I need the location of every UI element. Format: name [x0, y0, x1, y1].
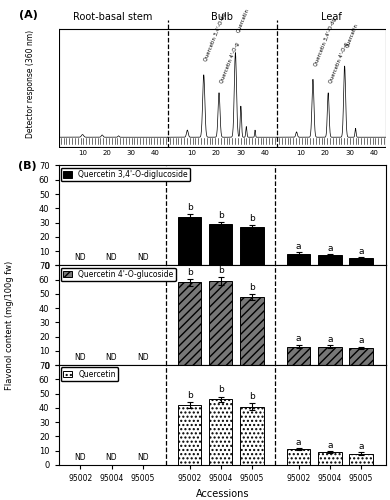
- Text: b: b: [218, 386, 223, 394]
- Text: b: b: [218, 266, 223, 276]
- Text: 10: 10: [297, 150, 306, 156]
- Text: 30: 30: [236, 150, 245, 156]
- Text: ND: ND: [106, 354, 117, 362]
- Bar: [178, 282, 201, 365]
- Text: a: a: [296, 334, 301, 344]
- Text: Quercetin: Quercetin: [236, 8, 250, 34]
- Text: ND: ND: [137, 354, 149, 362]
- Bar: [287, 346, 310, 365]
- Text: ND: ND: [106, 453, 117, 462]
- Text: b: b: [187, 203, 192, 212]
- Bar: [318, 256, 342, 266]
- Text: Quercetin 4'-O-g: Quercetin 4'-O-g: [328, 41, 349, 84]
- Text: 20: 20: [321, 150, 330, 156]
- Text: ND: ND: [74, 254, 86, 262]
- Legend: Quercetin 3,4'-O-diglucoside: Quercetin 3,4'-O-diglucoside: [61, 168, 190, 181]
- Bar: [318, 452, 342, 465]
- Text: (A): (A): [19, 10, 38, 20]
- Legend: Quercetin: Quercetin: [61, 368, 118, 381]
- Bar: [178, 405, 201, 465]
- Text: b: b: [187, 268, 192, 276]
- Text: (B): (B): [18, 162, 36, 172]
- Text: Root-basal stem: Root-basal stem: [73, 12, 153, 22]
- Text: b: b: [218, 210, 223, 220]
- Text: b: b: [249, 282, 255, 292]
- Text: a: a: [296, 438, 301, 446]
- Text: Detector response (360 nm): Detector response (360 nm): [26, 30, 35, 138]
- Bar: [240, 296, 264, 365]
- Text: b: b: [249, 392, 255, 401]
- Text: 20: 20: [103, 150, 112, 156]
- Bar: [240, 406, 264, 465]
- Text: a: a: [358, 247, 364, 256]
- Text: 40: 40: [151, 150, 160, 156]
- Text: ND: ND: [137, 254, 149, 262]
- Text: 10: 10: [188, 150, 197, 156]
- Legend: Quercetin 4'-O-glucoside: Quercetin 4'-O-glucoside: [61, 268, 176, 281]
- Text: Quercetin 3,4'-O-dg: Quercetin 3,4'-O-dg: [313, 17, 337, 67]
- Text: 20: 20: [212, 150, 221, 156]
- X-axis label: Accessions: Accessions: [195, 488, 249, 498]
- Text: ND: ND: [74, 354, 86, 362]
- Bar: [240, 227, 264, 266]
- Text: 30: 30: [345, 150, 354, 156]
- Text: 40: 40: [370, 150, 378, 156]
- Bar: [178, 217, 201, 266]
- Text: b: b: [187, 391, 192, 400]
- Bar: [287, 450, 310, 465]
- Text: a: a: [358, 336, 364, 345]
- Text: a: a: [327, 244, 333, 253]
- Text: 30: 30: [127, 150, 136, 156]
- Text: a: a: [327, 440, 333, 450]
- Text: Quercetin 4'-O-g: Quercetin 4'-O-g: [219, 41, 240, 84]
- Text: Bulb: Bulb: [211, 12, 233, 22]
- Bar: [349, 454, 373, 465]
- Text: a: a: [327, 335, 333, 344]
- Text: ND: ND: [137, 453, 149, 462]
- Text: 40: 40: [261, 150, 269, 156]
- Text: Flavonol content (mg/100g fw): Flavonol content (mg/100g fw): [5, 260, 14, 390]
- Bar: [209, 224, 232, 266]
- Bar: [318, 346, 342, 365]
- Text: 10: 10: [78, 150, 87, 156]
- Bar: [209, 400, 232, 465]
- Text: ND: ND: [106, 254, 117, 262]
- Text: Leaf: Leaf: [321, 12, 342, 22]
- Text: a: a: [296, 242, 301, 251]
- Bar: [349, 258, 373, 266]
- Text: b: b: [249, 214, 255, 222]
- Text: ND: ND: [74, 453, 86, 462]
- Text: Quercetin 3,4'-O-dg: Quercetin 3,4'-O-dg: [204, 12, 228, 62]
- Text: a: a: [358, 442, 364, 451]
- Bar: [349, 348, 373, 365]
- Bar: [287, 254, 310, 266]
- Text: Quercetin: Quercetin: [345, 22, 359, 48]
- Bar: [209, 281, 232, 365]
